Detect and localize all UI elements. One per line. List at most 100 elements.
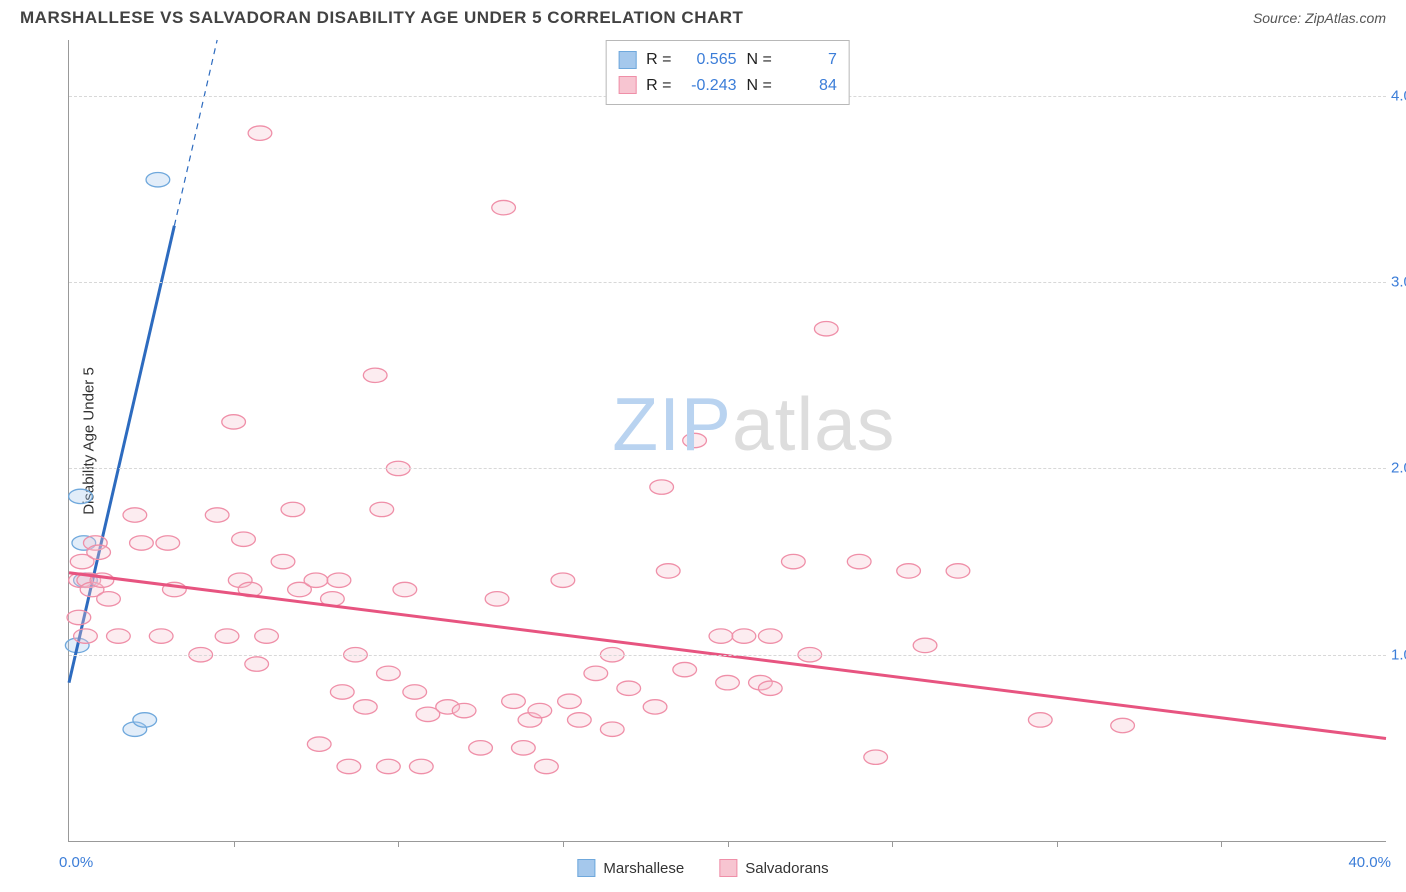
scatter-point: [781, 554, 805, 568]
x-tick-mark: [728, 841, 729, 847]
x-tick-min: 0.0%: [59, 854, 93, 871]
scatter-point: [847, 554, 871, 568]
y-tick-label: 1.0%: [1391, 646, 1406, 663]
scatter-point: [130, 536, 154, 550]
scatter-point: [758, 681, 782, 695]
x-tick-mark: [1057, 841, 1058, 847]
n-value-2: 84: [782, 73, 837, 99]
legend-swatch-salvadorans-icon: [719, 859, 737, 877]
scatter-point: [535, 759, 559, 773]
y-tick-label: 4.0%: [1391, 87, 1406, 104]
scatter-point: [758, 629, 782, 643]
stats-legend: R = 0.565 N = 7 R = -0.243 N = 84: [605, 40, 850, 105]
gridline-h: [69, 655, 1386, 656]
scatter-point: [245, 657, 269, 671]
n-label: N =: [743, 47, 776, 73]
legend-item-salvadorans: Salvadorans: [719, 859, 828, 877]
y-tick-label: 3.0%: [1391, 274, 1406, 291]
scatter-point: [502, 694, 526, 708]
scatter-point: [133, 713, 157, 727]
gridline-h: [69, 282, 1386, 283]
scatter-point: [149, 629, 173, 643]
series-legend: Marshallese Salvadorans: [577, 859, 828, 877]
scatter-point: [107, 629, 131, 643]
scatter-point: [946, 564, 970, 578]
scatter-point: [558, 694, 582, 708]
n-value-1: 7: [782, 47, 837, 73]
x-tick-mark: [892, 841, 893, 847]
x-tick-mark: [398, 841, 399, 847]
scatter-point: [304, 573, 328, 587]
scatter-point: [913, 638, 937, 652]
scatter-point: [403, 685, 427, 699]
r-label: R =: [642, 73, 675, 99]
scatter-point: [897, 564, 921, 578]
source-attribution: Source: ZipAtlas.com: [1253, 10, 1386, 26]
legend-label-salvadorans: Salvadorans: [745, 860, 828, 877]
scatter-point: [337, 759, 361, 773]
scatter-point: [370, 502, 394, 516]
plot-area: ZIPatlas R = 0.565 N = 7 R = -0.243 N = …: [68, 40, 1386, 842]
regression-line-dashed: [174, 40, 217, 226]
scatter-point: [248, 126, 272, 140]
scatter-point: [600, 722, 624, 736]
scatter-point: [492, 200, 516, 214]
scatter-point: [123, 508, 147, 522]
scatter-point: [656, 564, 680, 578]
r-label: R =: [642, 47, 675, 73]
x-tick-mark: [234, 841, 235, 847]
scatter-point: [512, 741, 536, 755]
scatter-point: [307, 737, 331, 751]
scatter-point: [485, 592, 509, 606]
x-tick-max: 40.0%: [1348, 854, 1391, 871]
scatter-point: [584, 666, 608, 680]
scatter-point: [643, 700, 667, 714]
legend-swatch-marshallese: [618, 51, 636, 69]
scatter-point: [74, 629, 98, 643]
scatter-point: [97, 592, 121, 606]
scatter-point: [1111, 718, 1135, 732]
scatter-point: [363, 368, 387, 382]
legend-label-marshallese: Marshallese: [603, 860, 684, 877]
legend-item-marshallese: Marshallese: [577, 859, 684, 877]
scatter-point: [255, 629, 279, 643]
scatter-point: [232, 532, 256, 546]
legend-swatch-salvadorans: [618, 76, 636, 94]
scatter-point: [409, 759, 433, 773]
scatter-point: [551, 573, 575, 587]
scatter-point: [732, 629, 756, 643]
scatter-svg: [69, 40, 1386, 841]
r-value-1: 0.565: [682, 47, 737, 73]
scatter-point: [377, 759, 401, 773]
chart-container: Disability Age Under 5 ZIPatlas R = 0.56…: [20, 40, 1386, 842]
scatter-point: [67, 610, 91, 624]
scatter-point: [215, 629, 239, 643]
scatter-point: [469, 741, 493, 755]
scatter-point: [393, 582, 417, 596]
scatter-point: [452, 703, 476, 717]
scatter-point: [281, 502, 305, 516]
x-tick-mark: [1221, 841, 1222, 847]
scatter-point: [716, 675, 740, 689]
scatter-point: [650, 480, 674, 494]
scatter-point: [205, 508, 229, 522]
n-label: N =: [743, 73, 776, 99]
scatter-point: [69, 489, 93, 503]
scatter-point: [156, 536, 180, 550]
scatter-point: [528, 703, 552, 717]
stats-legend-row-2: R = -0.243 N = 84: [618, 73, 837, 99]
stats-legend-row-1: R = 0.565 N = 7: [618, 47, 837, 73]
legend-swatch-marshallese-icon: [577, 859, 595, 877]
scatter-point: [864, 750, 888, 764]
scatter-point: [271, 554, 295, 568]
scatter-point: [814, 322, 838, 336]
scatter-point: [1028, 713, 1052, 727]
scatter-point: [683, 433, 707, 447]
scatter-point: [330, 685, 354, 699]
scatter-point: [377, 666, 401, 680]
gridline-h: [69, 468, 1386, 469]
scatter-point: [222, 415, 246, 429]
y-tick-label: 2.0%: [1391, 460, 1406, 477]
scatter-point: [87, 545, 111, 559]
scatter-point: [353, 700, 377, 714]
